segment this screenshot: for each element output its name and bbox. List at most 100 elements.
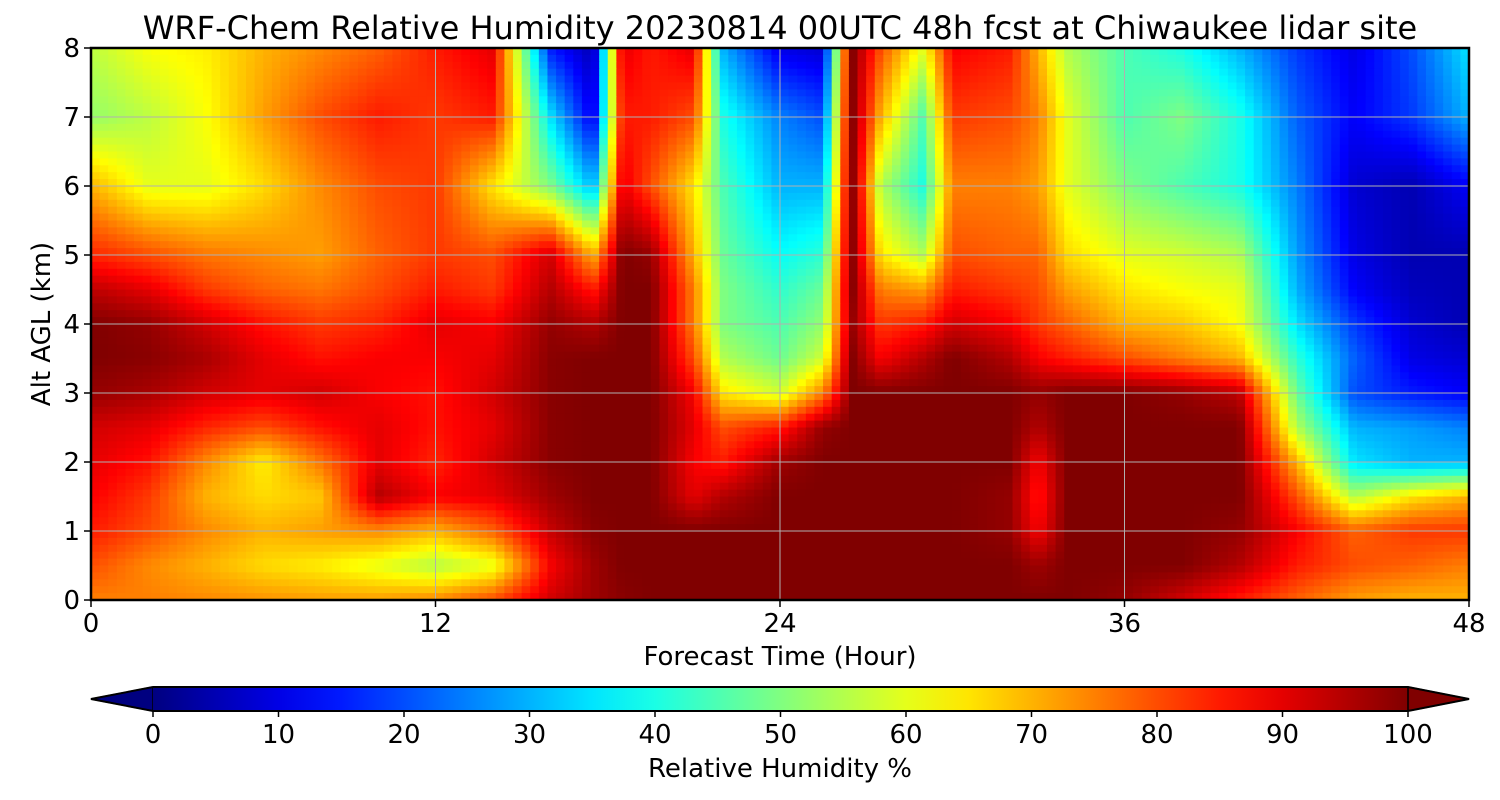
heatmap-cell <box>1451 117 1461 125</box>
heatmap-cell <box>392 75 402 84</box>
heatmap-cell <box>1193 144 1203 153</box>
heatmap-cell <box>693 255 704 263</box>
heatmap-cell <box>573 151 583 159</box>
heatmap-cell <box>185 241 195 249</box>
heatmap-cell <box>323 144 333 153</box>
heatmap-cell <box>1451 54 1461 63</box>
heatmap-cell <box>392 220 402 228</box>
heatmap-cell <box>1417 220 1427 228</box>
heatmap-cell <box>366 144 376 153</box>
heatmap-cell <box>177 103 187 111</box>
heatmap-cell <box>814 213 824 222</box>
heatmap-cell <box>711 48 721 56</box>
heatmap-cell <box>788 158 798 166</box>
heatmap-cell <box>960 248 971 256</box>
heatmap-cell <box>168 158 178 166</box>
heatmap-cell <box>745 151 755 159</box>
heatmap-cell <box>504 186 514 194</box>
heatmap-cell <box>289 96 299 104</box>
heatmap-cell <box>349 123 359 132</box>
heatmap-cell <box>323 241 333 249</box>
heatmap-cell <box>1425 192 1436 201</box>
heatmap-cell <box>1167 248 1177 256</box>
heatmap-cell <box>168 48 178 56</box>
heatmap-cell <box>1167 234 1177 242</box>
heatmap-cell <box>1270 123 1281 132</box>
heatmap-cell <box>99 255 109 263</box>
heatmap-cell <box>246 144 256 153</box>
heatmap-cell <box>1064 248 1074 256</box>
heatmap-cell <box>1098 234 1108 242</box>
heatmap-cell <box>633 192 643 201</box>
heatmap-cell <box>969 255 979 263</box>
heatmap-cell <box>1176 220 1186 228</box>
heatmap-cell <box>409 110 419 118</box>
heatmap-cell <box>590 103 600 111</box>
heatmap-cell <box>530 82 540 90</box>
heatmap-cell <box>246 192 256 201</box>
heatmap-cell <box>1434 199 1444 208</box>
heatmap-cell <box>831 179 841 187</box>
heatmap-cell <box>1227 165 1238 173</box>
heatmap-cell <box>1348 68 1358 77</box>
heatmap-cell <box>357 123 368 132</box>
heatmap-cell <box>1141 255 1151 263</box>
heatmap-cell <box>874 54 884 63</box>
heatmap-cell <box>1055 255 1065 263</box>
heatmap-cell <box>978 89 988 97</box>
heatmap-cell <box>668 213 678 222</box>
heatmap-cell <box>202 123 213 132</box>
heatmap-cell <box>1090 123 1100 132</box>
heatmap-cell <box>823 151 833 159</box>
heatmap-cell <box>168 117 178 125</box>
heatmap-cell <box>805 220 816 228</box>
heatmap-cell <box>108 220 118 228</box>
heatmap-cell <box>960 89 971 97</box>
heatmap-cell <box>401 123 411 132</box>
heatmap-cell <box>616 179 626 187</box>
heatmap-cell <box>1331 186 1341 194</box>
heatmap-cell <box>297 206 307 215</box>
heatmap-cell <box>616 199 626 208</box>
heatmap-cell <box>547 130 557 139</box>
heatmap-cell <box>142 96 152 104</box>
heatmap-cell <box>194 151 204 159</box>
heatmap-cell <box>1253 151 1263 159</box>
heatmap-cell <box>194 172 204 180</box>
heatmap-cell <box>986 241 996 249</box>
heatmap-cell <box>797 68 807 77</box>
heatmap-cell <box>1391 151 1401 159</box>
heatmap-cell <box>1451 199 1461 208</box>
heatmap-cell <box>866 144 876 153</box>
heatmap-cell <box>1107 213 1117 222</box>
heatmap-cell <box>848 54 859 63</box>
heatmap-cell <box>1391 192 1401 201</box>
heatmap-cell <box>1451 206 1461 215</box>
heatmap-cell <box>349 227 359 235</box>
heatmap-cell <box>349 255 359 263</box>
heatmap-cell <box>1081 206 1091 215</box>
heatmap-cell <box>564 75 574 84</box>
heatmap-cell <box>228 248 239 256</box>
heatmap-cell <box>254 89 264 97</box>
heatmap-cell <box>452 248 462 256</box>
heatmap-cell <box>1443 213 1453 222</box>
heatmap-cell <box>142 234 152 242</box>
heatmap-cell <box>1158 206 1169 215</box>
heatmap-cell <box>814 117 824 125</box>
heatmap-cell <box>573 213 583 222</box>
heatmap-cell <box>642 220 652 228</box>
heatmap-cell <box>857 48 867 56</box>
heatmap-cell <box>857 199 867 208</box>
heatmap-cell <box>134 255 144 263</box>
heatmap-cell <box>349 165 359 173</box>
heatmap-cell <box>452 82 462 90</box>
heatmap-cell <box>1408 54 1418 63</box>
heatmap-cell <box>960 151 971 159</box>
heatmap-cell <box>797 248 807 256</box>
heatmap-cell <box>952 61 962 70</box>
heatmap-cell <box>168 89 178 97</box>
heatmap-cell <box>797 206 807 215</box>
heatmap-cell <box>289 89 299 97</box>
heatmap-cell <box>323 130 333 139</box>
